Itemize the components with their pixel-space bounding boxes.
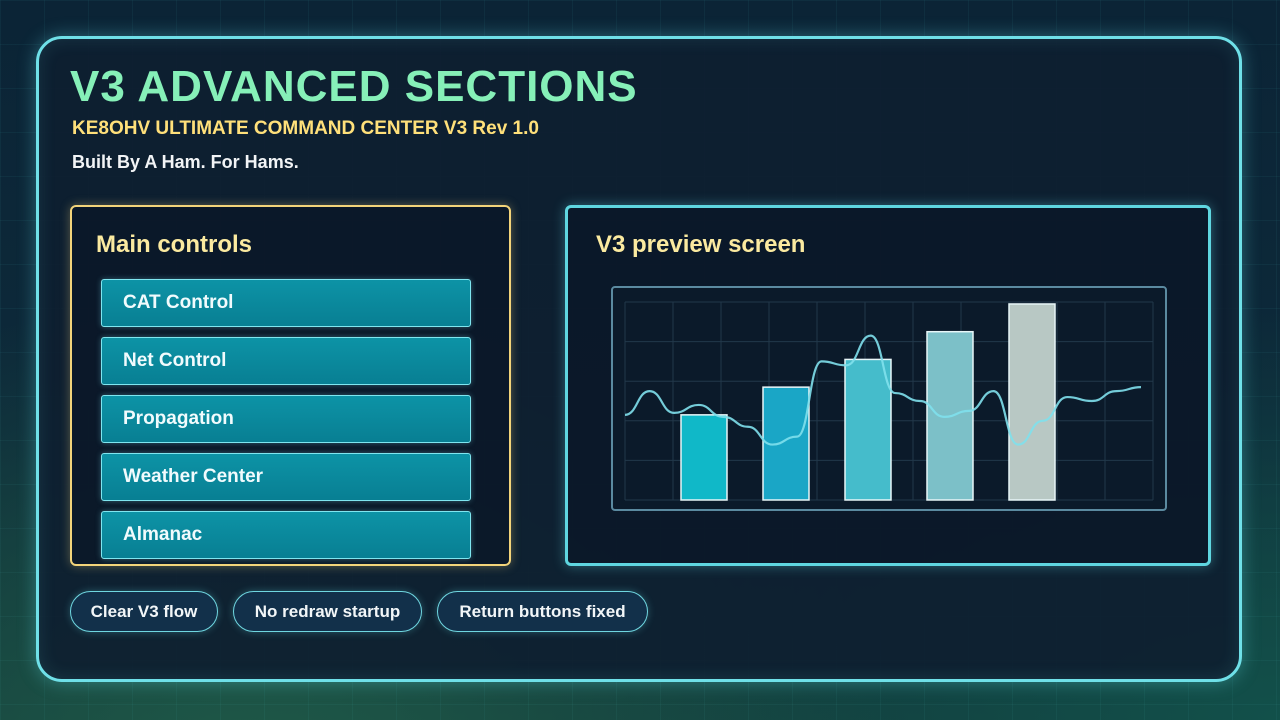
net-control-button[interactable]: Net Control xyxy=(101,337,471,385)
tagline: Built By A Ham. For Hams. xyxy=(72,152,299,172)
almanac-button[interactable]: Almanac xyxy=(101,511,471,559)
chart-bar-1 xyxy=(680,414,728,501)
cat-control-button[interactable]: CAT Control xyxy=(101,279,471,327)
return-buttons-fixed-button[interactable]: Return buttons fixed xyxy=(437,591,648,632)
page-subtitle: KE8OHV ULTIMATE COMMAND CENTER V3 Rev 1.… xyxy=(72,118,539,139)
preview-chart xyxy=(611,286,1167,511)
page-title: V3 ADVANCED SECTIONS xyxy=(70,62,638,111)
main-controls-list: CAT Control Net Control Propagation Weat… xyxy=(101,279,471,569)
chart-bar-5 xyxy=(1008,303,1056,501)
preview-heading: V3 preview screen xyxy=(596,231,806,258)
clear-v3-flow-button[interactable]: Clear V3 flow xyxy=(70,591,218,632)
chart-svg xyxy=(624,301,1154,501)
no-redraw-startup-button[interactable]: No redraw startup xyxy=(233,591,422,632)
propagation-button[interactable]: Propagation xyxy=(101,395,471,443)
main-controls-heading: Main controls xyxy=(96,231,253,258)
preview-panel: V3 preview screen xyxy=(565,205,1211,566)
main-controls-panel: Main controls CAT Control Net Control Pr… xyxy=(70,205,511,566)
chart-line-series xyxy=(624,334,1142,446)
chart-bar-3 xyxy=(844,358,892,501)
weather-center-button[interactable]: Weather Center xyxy=(101,453,471,501)
